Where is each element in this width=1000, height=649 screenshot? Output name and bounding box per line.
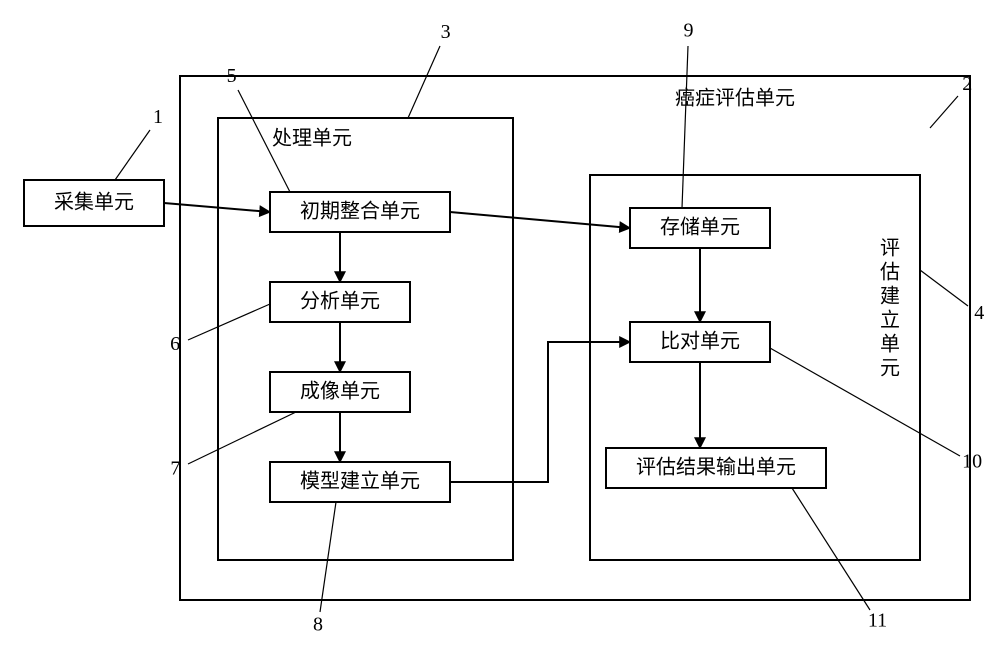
svg-text:初期整合单元: 初期整合单元 (300, 200, 420, 223)
svg-text:采集单元: 采集单元 (54, 191, 134, 214)
svg-text:成像单元: 成像单元 (300, 380, 380, 403)
svg-text:癌症评估单元: 癌症评估单元 (675, 87, 795, 110)
svg-text:立: 立 (880, 309, 900, 332)
svg-text:处理单元: 处理单元 (272, 127, 352, 150)
svg-text:估: 估 (880, 261, 900, 284)
svg-text:8: 8 (313, 613, 323, 635)
svg-text:分析单元: 分析单元 (300, 290, 380, 313)
svg-text:比对单元: 比对单元 (660, 330, 740, 353)
svg-text:元: 元 (880, 358, 900, 380)
svg-text:2: 2 (962, 73, 972, 95)
svg-text:5: 5 (227, 65, 237, 87)
svg-text:11: 11 (868, 609, 887, 631)
svg-text:单: 单 (880, 333, 900, 356)
svg-text:建: 建 (880, 285, 900, 308)
svg-text:存储单元: 存储单元 (660, 216, 740, 239)
svg-text:3: 3 (441, 21, 451, 43)
svg-text:10: 10 (962, 451, 982, 473)
svg-text:6: 6 (170, 333, 180, 355)
svg-text:评: 评 (880, 238, 900, 260)
svg-text:评估结果输出单元: 评估结果输出单元 (636, 456, 796, 479)
svg-text:1: 1 (153, 106, 163, 128)
svg-text:9: 9 (684, 20, 694, 42)
svg-text:模型建立单元: 模型建立单元 (300, 470, 420, 493)
svg-text:4: 4 (974, 302, 984, 324)
svg-text:7: 7 (170, 458, 180, 480)
